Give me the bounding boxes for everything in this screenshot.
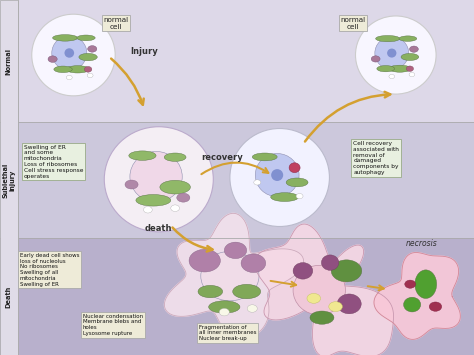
Polygon shape: [0, 0, 474, 122]
Ellipse shape: [310, 311, 334, 324]
Ellipse shape: [377, 66, 394, 72]
Ellipse shape: [233, 284, 261, 299]
Circle shape: [429, 302, 442, 311]
Circle shape: [87, 73, 93, 78]
Ellipse shape: [399, 36, 417, 42]
Circle shape: [389, 75, 394, 78]
Polygon shape: [164, 213, 304, 339]
Ellipse shape: [271, 169, 283, 181]
Ellipse shape: [387, 49, 396, 58]
Text: Sublethal
injury: Sublethal injury: [2, 162, 15, 198]
Ellipse shape: [88, 46, 97, 52]
Circle shape: [171, 205, 180, 212]
Polygon shape: [0, 238, 474, 355]
Ellipse shape: [255, 153, 299, 197]
Ellipse shape: [403, 297, 421, 312]
Ellipse shape: [321, 255, 339, 270]
Ellipse shape: [224, 242, 246, 258]
Ellipse shape: [66, 66, 89, 73]
Ellipse shape: [410, 46, 419, 52]
Ellipse shape: [53, 35, 78, 41]
Polygon shape: [255, 224, 393, 355]
Circle shape: [144, 207, 152, 213]
Ellipse shape: [406, 66, 413, 71]
Circle shape: [66, 75, 72, 80]
Ellipse shape: [307, 294, 320, 303]
Ellipse shape: [271, 193, 299, 202]
Polygon shape: [0, 0, 18, 355]
Text: Swelling of ER
and some
mitochondria
Loss of ribosomes
Cell stress response
oper: Swelling of ER and some mitochondria Los…: [24, 144, 83, 179]
Ellipse shape: [286, 178, 308, 187]
Ellipse shape: [375, 37, 409, 70]
Ellipse shape: [84, 66, 92, 72]
Ellipse shape: [289, 163, 300, 173]
Ellipse shape: [54, 66, 72, 72]
Text: death: death: [145, 224, 173, 234]
Text: normal
cell: normal cell: [103, 17, 129, 29]
Ellipse shape: [136, 195, 171, 206]
Ellipse shape: [331, 260, 362, 282]
Ellipse shape: [79, 53, 97, 61]
Ellipse shape: [64, 48, 74, 58]
Ellipse shape: [198, 285, 223, 298]
Ellipse shape: [129, 151, 156, 160]
Polygon shape: [0, 122, 474, 238]
Ellipse shape: [389, 65, 411, 72]
Text: Nuclear condensation
Membrane blebs and
holes
Lysosome rupture: Nuclear condensation Membrane blebs and …: [83, 313, 143, 336]
Ellipse shape: [177, 193, 190, 202]
Ellipse shape: [164, 153, 186, 162]
Text: recovery: recovery: [201, 153, 243, 163]
Ellipse shape: [337, 294, 361, 314]
Text: necrosis: necrosis: [406, 239, 438, 248]
Ellipse shape: [415, 270, 437, 299]
Ellipse shape: [130, 152, 182, 202]
Text: Early dead cell shows
loss of nucleolus
No ribosomes
Swelling of all
mitochondri: Early dead cell shows loss of nucleolus …: [20, 253, 80, 287]
Ellipse shape: [77, 35, 95, 41]
Text: Fragmentation of
all inner membranes
Nuclear break-up: Fragmentation of all inner membranes Nuc…: [199, 325, 256, 341]
Ellipse shape: [209, 301, 240, 313]
Ellipse shape: [160, 180, 191, 194]
Ellipse shape: [201, 251, 259, 301]
Ellipse shape: [375, 36, 400, 42]
Ellipse shape: [32, 14, 115, 96]
Ellipse shape: [401, 54, 419, 60]
Ellipse shape: [189, 249, 220, 272]
Text: normal
cell: normal cell: [340, 17, 366, 29]
Circle shape: [219, 308, 229, 316]
Circle shape: [405, 280, 416, 288]
Ellipse shape: [293, 263, 313, 279]
Ellipse shape: [125, 180, 138, 189]
Text: Cell recovery
associated with
removal of
damaged
components by
autophagy: Cell recovery associated with removal of…: [353, 141, 399, 175]
Ellipse shape: [371, 56, 380, 62]
Ellipse shape: [241, 254, 266, 273]
Ellipse shape: [52, 36, 87, 70]
Ellipse shape: [356, 16, 436, 94]
Circle shape: [247, 305, 257, 312]
Circle shape: [254, 180, 261, 185]
Ellipse shape: [230, 129, 329, 226]
Circle shape: [296, 193, 303, 199]
Ellipse shape: [252, 153, 277, 161]
Text: Injury: Injury: [131, 47, 158, 56]
Ellipse shape: [48, 56, 57, 62]
Ellipse shape: [293, 266, 346, 315]
Ellipse shape: [104, 127, 213, 232]
Circle shape: [409, 72, 415, 77]
Ellipse shape: [329, 302, 342, 312]
Text: Death: Death: [6, 285, 11, 307]
Polygon shape: [374, 252, 460, 339]
Text: Normal: Normal: [6, 48, 11, 75]
